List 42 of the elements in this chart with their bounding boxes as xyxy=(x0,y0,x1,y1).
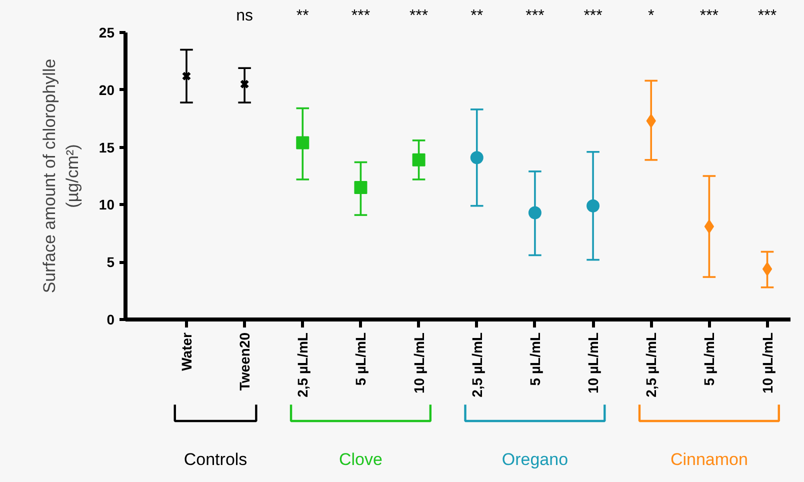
point xyxy=(586,199,600,212)
text: ** xyxy=(296,8,309,25)
text: * xyxy=(648,8,654,25)
x-tick-label: 2,5 µL/mL xyxy=(468,332,485,398)
point xyxy=(412,153,426,166)
y-tick-label: 0 xyxy=(106,312,115,328)
text: ** xyxy=(470,8,484,25)
text: ns xyxy=(236,8,254,25)
point xyxy=(528,206,542,220)
x-tick-label: 5 µL/mL xyxy=(352,332,369,386)
text: *** xyxy=(758,8,777,25)
y-tick-label: 20 xyxy=(98,82,115,98)
point xyxy=(704,220,714,234)
text: *** xyxy=(700,8,719,25)
x-tick-label: 10 µL/mL xyxy=(759,332,776,394)
x-tick-label: 10 µL/mL xyxy=(410,332,427,394)
point xyxy=(182,71,192,81)
text: *** xyxy=(584,8,602,25)
x-tick-label: 2,5 µL/mL xyxy=(643,332,660,398)
text: Oregano xyxy=(502,450,568,470)
text: *** xyxy=(409,8,428,25)
x-tick-label: 2,5 µL/mL xyxy=(294,332,311,398)
y-tick-label: 25 xyxy=(98,24,115,40)
x-tick-label: Tween20 xyxy=(236,332,253,391)
point xyxy=(240,79,250,89)
text: Cinnamon xyxy=(670,450,748,470)
y-tick-label: 10 xyxy=(98,196,115,213)
y-tick-label: 15 xyxy=(98,139,115,156)
y-tick-label: 5 xyxy=(106,254,115,270)
point xyxy=(762,262,772,276)
x-tick-label: Water xyxy=(178,332,194,371)
point xyxy=(296,136,310,150)
text: *** xyxy=(351,8,370,25)
point xyxy=(354,180,368,194)
text: Controls xyxy=(184,450,248,470)
text: Clove xyxy=(338,450,382,470)
x-tick-label: 10 µL/mL xyxy=(585,332,602,394)
x-tick-label: 5 µL/mL xyxy=(526,332,543,386)
text: *** xyxy=(526,8,544,25)
x-tick-label: 5 µL/mL xyxy=(701,332,718,386)
y-axis-title: Surface amount of chlorophylle (µg/cm²) xyxy=(40,58,82,294)
point xyxy=(470,151,484,164)
